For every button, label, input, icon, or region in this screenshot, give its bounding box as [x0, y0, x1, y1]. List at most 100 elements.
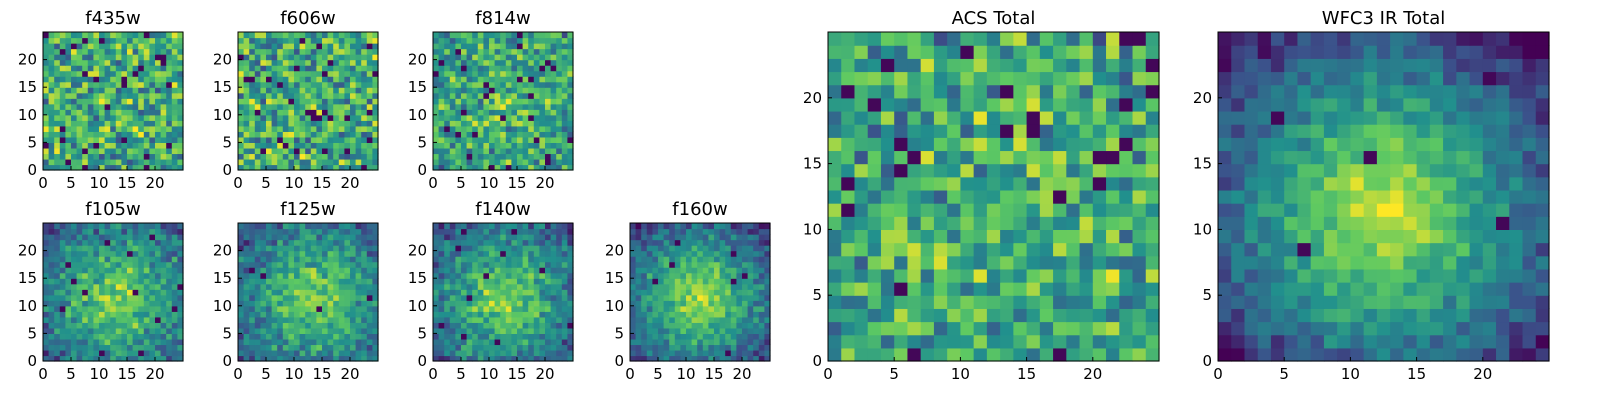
heatmap-cell	[59, 305, 66, 312]
heatmap-cell	[372, 333, 379, 340]
heatmap-cell	[494, 147, 501, 155]
x-tick-label: 20	[145, 365, 164, 383]
heatmap-cell	[305, 114, 312, 121]
heatmap-cell	[48, 283, 55, 290]
heatmap-cell	[630, 267, 637, 274]
heatmap-cell	[1079, 163, 1094, 178]
heatmap-cell	[327, 338, 334, 346]
heatmap-cell	[177, 261, 184, 268]
heatmap-cell	[338, 283, 345, 290]
heatmap-cell	[550, 136, 557, 143]
heatmap-cell	[155, 65, 162, 72]
heatmap-cell	[361, 316, 368, 323]
heatmap-cell	[1000, 150, 1014, 165]
heatmap-cell	[48, 250, 55, 257]
heatmap-cell	[316, 59, 323, 66]
heatmap-cell	[1039, 176, 1054, 191]
heatmap-cell	[127, 289, 134, 296]
heatmap-cell	[177, 272, 184, 279]
heatmap-cell	[372, 272, 379, 279]
heatmap-cell	[138, 316, 145, 323]
y-tick-label: 15	[213, 269, 232, 287]
heatmap-cell	[528, 59, 535, 66]
heatmap-cell	[76, 272, 83, 279]
heatmap-cell	[127, 164, 134, 171]
heatmap-cell	[71, 32, 78, 39]
heatmap-cell	[333, 300, 340, 307]
heatmap-cell	[730, 305, 737, 312]
heatmap-cell	[550, 239, 557, 246]
heatmap-cell	[43, 92, 50, 99]
heatmap-cell	[277, 43, 284, 50]
heatmap-cell	[104, 81, 111, 88]
heatmap-cell	[960, 176, 975, 191]
heatmap-cell	[894, 229, 909, 244]
heatmap-cell	[177, 158, 184, 166]
heatmap-cell	[338, 256, 345, 263]
heatmap-cell	[505, 136, 512, 143]
heatmap-cell	[366, 355, 373, 362]
heatmap-cell	[522, 32, 529, 39]
heatmap-cell	[461, 245, 468, 252]
heatmap-cell	[266, 142, 273, 149]
heatmap-cell	[669, 294, 676, 301]
heatmap-cell	[266, 131, 273, 138]
heatmap-cell	[702, 327, 709, 334]
heatmap-cell	[138, 256, 145, 263]
heatmap-cell	[691, 294, 698, 301]
heatmap-cell	[277, 234, 284, 241]
heatmap-cell	[489, 278, 496, 285]
heatmap-cell	[288, 311, 295, 318]
heatmap-cell	[500, 131, 507, 138]
heatmap-cell	[93, 32, 100, 39]
heatmap-cell	[294, 48, 301, 55]
heatmap-cell	[494, 32, 501, 39]
heatmap-cell	[505, 153, 512, 160]
heatmap-cell	[561, 125, 568, 132]
heatmap-cell	[449, 278, 456, 285]
heatmap-cell	[104, 37, 111, 44]
heatmap-cell	[76, 289, 83, 296]
heatmap-cell	[288, 256, 295, 263]
heatmap-cell	[338, 234, 345, 241]
heatmap-cell	[138, 283, 145, 290]
heatmap-cell	[505, 267, 512, 274]
heatmap-cell	[674, 355, 681, 362]
heatmap-cell	[87, 333, 94, 340]
heatmap-cell	[561, 76, 568, 83]
heatmap-cell	[511, 278, 518, 285]
heatmap-cell	[372, 164, 379, 171]
heatmap-cell	[641, 234, 648, 241]
heatmap-cell	[288, 43, 295, 50]
heatmap-cell	[494, 223, 501, 230]
heatmap-cell	[556, 131, 563, 138]
heatmap-cell	[691, 305, 698, 312]
heatmap-cell	[372, 223, 379, 230]
heatmap-cell	[338, 87, 345, 94]
heatmap-cell	[104, 59, 111, 66]
heatmap-cell	[466, 92, 473, 99]
heatmap-cell	[350, 158, 357, 166]
heatmap-cell	[305, 158, 312, 166]
heatmap-cell	[697, 261, 704, 268]
heatmap-cell	[327, 245, 334, 252]
heatmap-cell	[254, 267, 261, 274]
heatmap-cell	[59, 283, 66, 290]
heatmap-cell	[1026, 203, 1041, 217]
heatmap-cell	[1039, 163, 1054, 178]
heatmap-cell	[338, 289, 345, 296]
heatmap-cell	[110, 245, 117, 252]
heatmap-cell	[138, 327, 145, 334]
heatmap-cell	[433, 164, 440, 171]
heatmap-cell	[522, 125, 529, 132]
heatmap-cell	[104, 289, 111, 296]
heatmap-cell	[361, 103, 368, 110]
heatmap-cell	[166, 322, 173, 329]
heatmap-cell	[82, 250, 89, 257]
heatmap-cell	[1026, 150, 1041, 165]
heatmap-cell	[828, 189, 842, 204]
heatmap-cell	[753, 300, 760, 307]
heatmap-cell	[533, 278, 540, 285]
heatmap-cell	[65, 70, 72, 77]
heatmap-cell	[87, 120, 94, 127]
